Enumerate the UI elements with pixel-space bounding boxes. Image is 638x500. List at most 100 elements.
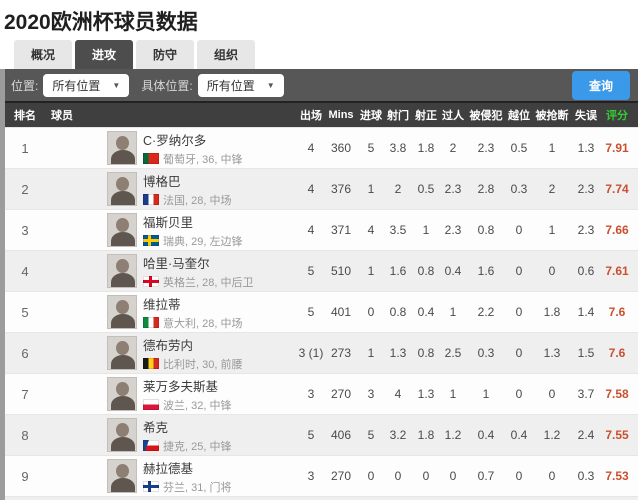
column-header-stat-6[interactable]: 被侵犯: [469, 110, 503, 122]
column-header-stat-8[interactable]: 被抢断: [535, 110, 569, 122]
tab-defense[interactable]: 防守: [136, 40, 195, 69]
stat-value-2: 3: [367, 387, 375, 401]
stat-value-4: 0.4: [417, 305, 435, 319]
table-row[interactable]: 7 莱万多夫斯基 波兰, 32, 中锋 3 270 3 4 1.3 1 1 0 0 3.7 7.58: [5, 373, 638, 414]
column-header-stat-1[interactable]: Mins: [328, 109, 354, 121]
player-cell: 福斯贝里 瑞典, 29, 左边锋: [45, 212, 298, 249]
player-name-link[interactable]: 维拉蒂: [143, 297, 181, 312]
stat-value-1: 371: [330, 223, 352, 237]
stat-value-3: 4: [394, 387, 402, 401]
player-cell: 哈里·马奎尔 英格兰, 28, 中后卫: [45, 253, 298, 290]
rating-value: 7.66: [605, 223, 629, 237]
stat-value-1: 376: [330, 182, 352, 196]
stat-value-5: 1: [449, 305, 457, 319]
stat-value-0: 4: [307, 182, 315, 196]
table-row[interactable]: 9 赫拉德基 芬兰, 31, 门将 3 270 0 0 0 0 0.7 0 0 0.3 7.53: [5, 455, 638, 496]
stat-value-5: 2.3: [444, 182, 462, 196]
table-row[interactable]: 5 维拉蒂 意大利, 28, 中场 5 401 0 0.8 0.4 1 2.2 0 1.8 1.4…: [5, 291, 638, 332]
column-header-stat-10[interactable]: 评分: [606, 110, 628, 122]
table-body: 1 C·罗纳尔多 葡萄牙, 36, 中锋 4 360 5 3.8 1.8 2 2.3 0.5 1…: [5, 127, 638, 500]
player-cell: C·罗纳尔多 葡萄牙, 36, 中锋: [45, 130, 298, 167]
tab-attack[interactable]: 进攻: [75, 40, 134, 69]
position-select[interactable]: 所有位置 ▼: [43, 73, 130, 97]
stat-value-8: 1: [548, 223, 556, 237]
player-info: 芬兰, 31, 门将: [163, 481, 232, 494]
tab-overview[interactable]: 概况: [14, 40, 73, 69]
player-name-link[interactable]: 博格巴: [143, 174, 181, 189]
table-header: 排名 球员 出场 Mins 进球 射门 射正 过人 被侵犯 越位 被抢断 失误 评分: [5, 103, 638, 127]
rank-value: 5: [21, 304, 29, 320]
stat-value-6: 2.3: [477, 141, 495, 155]
stat-value-5: 2.3: [444, 223, 462, 237]
stat-value-4: 0.8: [417, 264, 435, 278]
player-name-link[interactable]: 福斯贝里: [143, 215, 194, 230]
stat-value-9: 0.3: [577, 469, 595, 483]
stat-value-8: 1.2: [543, 428, 561, 442]
page-title: 2020欧洲杯球员数据: [4, 11, 198, 34]
player-cell: 莱万多夫斯基 波兰, 32, 中锋: [45, 376, 298, 413]
column-header-stat-7[interactable]: 越位: [508, 110, 530, 122]
tab-organization[interactable]: 组织: [197, 40, 256, 69]
stat-value-4: 0.5: [417, 182, 435, 196]
stat-value-6: 2.8: [477, 182, 495, 196]
player-photo: [107, 418, 137, 452]
column-header-stat-2[interactable]: 进球: [360, 110, 382, 122]
stat-value-1: 270: [330, 387, 352, 401]
player-info: 比利时, 30, 前腰: [163, 358, 243, 371]
table-row[interactable]: 2 博格巴 法国, 28, 中场 4 376 1 2 0.5 2.3 2.8 0.3 2 2.3 7…: [5, 168, 638, 209]
query-button[interactable]: 查询: [571, 70, 630, 100]
stat-value-3: 1.3: [389, 346, 407, 360]
table-row[interactable]: 3 福斯贝里 瑞典, 29, 左边锋 4 371 4 3.5 1 2.3 0.8 0 1 2.3 7…: [5, 209, 638, 250]
stat-value-8: 2: [548, 182, 556, 196]
stat-value-2: 1: [367, 346, 375, 360]
stat-value-9: 2.3: [577, 223, 595, 237]
stat-cells: 5 510 1 1.6 0.8 0.4 1.6 0 0 0.6 7.61: [298, 264, 638, 278]
stat-value-6: 0.7: [477, 469, 495, 483]
player-info: 瑞典, 29, 左边锋: [163, 235, 243, 248]
player-photo: [107, 336, 137, 370]
rating-value: 7.74: [605, 182, 629, 196]
column-header-stat-0[interactable]: 出场: [300, 110, 322, 122]
player-name-link[interactable]: 莱万多夫斯基: [143, 379, 219, 394]
stat-value-5: 2.5: [444, 346, 462, 360]
tab-bar: 概况 进攻 防守 组织: [14, 40, 638, 69]
column-header-rank[interactable]: 排名: [14, 110, 36, 122]
player-cell: 希克 捷克, 25, 中锋: [45, 417, 298, 454]
table-row[interactable]: 8 希克 捷克, 25, 中锋 5 406 5 3.2 1.8 1.2 0.4 0.4 1.2 2…: [5, 414, 638, 455]
player-name-link[interactable]: 哈里·马奎尔: [143, 256, 210, 271]
stat-value-2: 5: [367, 428, 375, 442]
position-label: 位置:: [11, 78, 39, 93]
player-name-link[interactable]: 德布劳内: [143, 338, 194, 353]
stat-value-1: 360: [330, 141, 352, 155]
column-header-stat-9[interactable]: 失误: [575, 110, 597, 122]
stat-value-0: 3 (1): [298, 346, 324, 360]
stat-value-4: 1: [422, 223, 430, 237]
table-row[interactable]: 6 德布劳内 比利时, 30, 前腰 3 (1) 273 1 1.3 0.8 2.5 0.3…: [5, 332, 638, 373]
stat-value-7: 0.4: [510, 428, 528, 442]
player-name-link[interactable]: C·罗纳尔多: [143, 133, 207, 148]
stat-value-7: 0.5: [510, 141, 528, 155]
stat-value-9: 3.7: [577, 387, 595, 401]
table-row[interactable]: 4 哈里·马奎尔 英格兰, 28, 中后卫 5 510 1 1.6 0.8 0.4 1.6 0…: [5, 250, 638, 291]
table-row[interactable]: 1 C·罗纳尔多 葡萄牙, 36, 中锋 4 360 5 3.8 1.8 2 2.3 0.5 1…: [5, 127, 638, 168]
stat-value-5: 0.4: [444, 264, 462, 278]
column-header-player[interactable]: 球员: [51, 110, 73, 122]
column-header-stat-4[interactable]: 射正: [415, 110, 437, 122]
rating-value: 7.53: [605, 469, 629, 483]
stat-value-2: 4: [367, 223, 375, 237]
stat-value-3: 0: [394, 469, 402, 483]
column-header-stat-3[interactable]: 射门: [387, 110, 409, 122]
stat-value-5: 0: [449, 469, 457, 483]
player-name-link[interactable]: 希克: [143, 420, 169, 435]
stat-value-0: 4: [307, 223, 315, 237]
stat-value-5: 1.2: [444, 428, 462, 442]
player-name-link[interactable]: 赫拉德基: [143, 461, 194, 476]
country-flag-icon: [143, 276, 159, 287]
column-header-stat-5[interactable]: 过人: [442, 110, 464, 122]
detail-position-select[interactable]: 所有位置 ▼: [197, 73, 284, 97]
stat-value-8: 1.8: [543, 305, 561, 319]
table-row[interactable]: 10 弗兰基·德容 434900041.500.50.87.53: [5, 496, 638, 500]
stat-value-9: 1.5: [577, 346, 595, 360]
stat-value-7: 0: [515, 346, 523, 360]
